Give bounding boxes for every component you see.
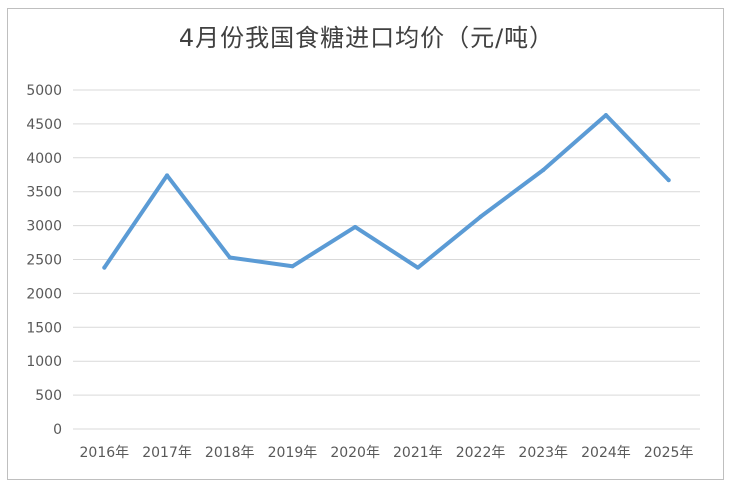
data-point: [541, 168, 546, 173]
data-point: [102, 265, 107, 270]
data-point: [666, 178, 671, 183]
series-layer: [102, 113, 671, 270]
chart-frame: [7, 8, 724, 480]
x-axis-ticks: 2016年 2017年 2018年 2019年 2020年 2021年 2022年 2023年…: [80, 445, 694, 461]
y-tick-label: 1500: [26, 320, 62, 336]
y-tick-label: 4500: [26, 117, 62, 133]
y-tick-label: 1000: [26, 354, 62, 370]
y-tick-label: 5000: [26, 83, 62, 99]
x-tick-label: 2017年: [142, 445, 192, 461]
y-tick-label: 0: [53, 422, 62, 438]
x-tick-label: 2024年: [581, 445, 631, 461]
data-point: [290, 264, 295, 269]
chart-title: 4月份我国食糖进口均价（元/吨）: [178, 24, 555, 52]
y-tick-label: 3500: [26, 185, 62, 201]
y-tick-label: 3000: [26, 219, 62, 235]
y-tick-label: 2500: [26, 253, 62, 269]
y-tick-label: 4000: [26, 151, 62, 167]
data-point: [415, 265, 420, 270]
data-point: [227, 255, 232, 260]
data-point: [603, 113, 608, 118]
y-axis-ticks: 0 500 1000 1500 2000 2500 3000 3500 4000 4500 5000: [26, 83, 62, 438]
data-point: [353, 224, 358, 229]
x-tick-label: 2022年: [456, 445, 506, 461]
data-point: [478, 214, 483, 219]
series-line: [102, 113, 671, 270]
y-tick-label: 500: [35, 388, 62, 404]
y-tick-label: 2000: [26, 286, 62, 302]
x-tick-label: 2023年: [518, 445, 568, 461]
x-tick-label: 2019年: [268, 445, 318, 461]
data-point: [165, 173, 170, 178]
x-tick-label: 2020年: [330, 445, 380, 461]
x-tick-label: 2018年: [205, 445, 255, 461]
gridlines: [73, 89, 700, 430]
x-tick-label: 2016年: [80, 445, 130, 461]
x-tick-label: 2021年: [393, 445, 443, 461]
x-tick-label: 2025年: [644, 445, 694, 461]
